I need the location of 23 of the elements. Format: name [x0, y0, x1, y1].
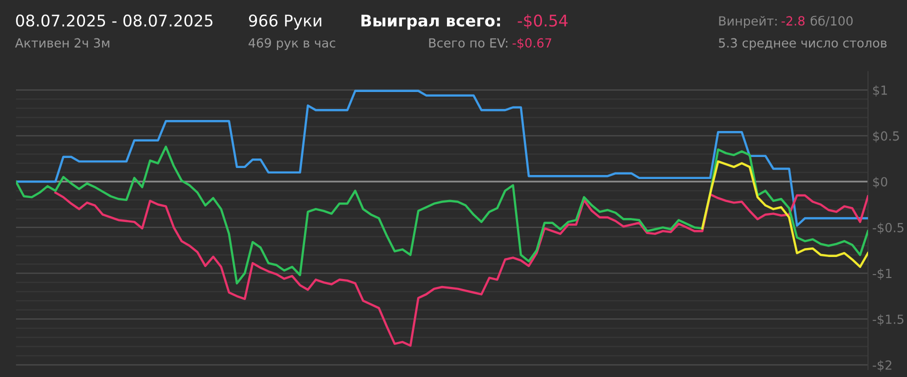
- text: Выиграл всего:: [361, 14, 500, 30]
- text: 5.3 среднее число столов: [718, 38, 887, 50]
- text: бб/100: [810, 16, 853, 27]
- y-tick-label: $1: [873, 85, 887, 97]
- text: -2.8: [782, 16, 805, 26]
- text: Винрейт:: [719, 16, 777, 28]
- text: -$0.54: [518, 14, 568, 29]
- text: 08.07.2025 - 08.07.2025: [16, 14, 212, 27]
- text: 966 Руки: [249, 14, 322, 30]
- y-tick-label: -$0.5: [872, 222, 904, 234]
- line-series: [16, 90, 868, 227]
- text: Всего по EV:: [429, 38, 508, 48]
- y-tick-label: -$1.5: [872, 314, 904, 326]
- text: 469 рук в час: [248, 38, 336, 50]
- line-series: [701, 160, 868, 268]
- line-series: [16, 146, 868, 284]
- text: -$0.67: [512, 38, 552, 50]
- y-tick-label: -$2: [872, 360, 892, 372]
- y-tick-label: $0.5: [873, 131, 899, 142]
- y-tick-label: -$1: [872, 268, 892, 280]
- line-series: [54, 191, 868, 347]
- y-tick-label: $0: [873, 176, 888, 188]
- text: Активен 2ч 3м: [15, 38, 110, 48]
